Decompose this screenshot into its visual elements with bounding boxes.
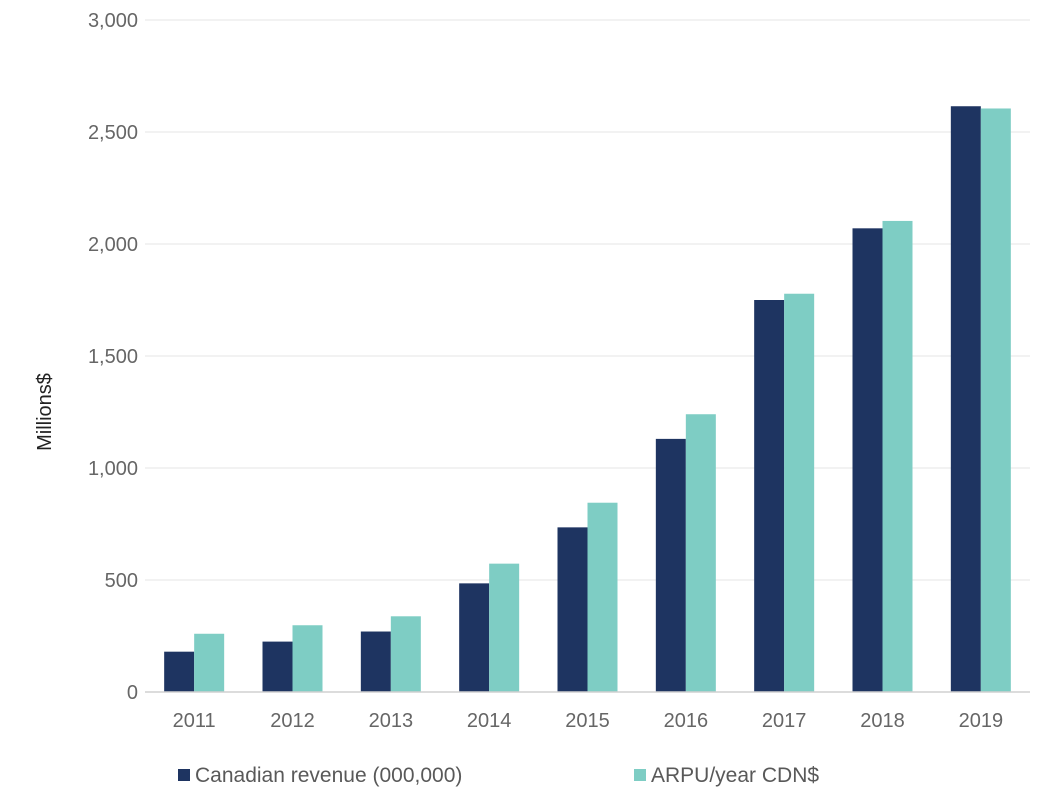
bar-canadian-revenue-2017 bbox=[754, 300, 785, 692]
legend-label: Canadian revenue (000,000) bbox=[195, 764, 462, 787]
bar-canadian-revenue-2011 bbox=[164, 651, 195, 692]
y-tick-label: 2,500 bbox=[88, 122, 138, 144]
y-tick-label: 2,000 bbox=[88, 234, 138, 256]
bar-canadian-revenue-2012 bbox=[262, 641, 293, 692]
y-tick-label: 0 bbox=[127, 682, 138, 704]
x-axis-ticks: 2011 2012 2013 2014 2015 2016 2017 2018 2019 bbox=[173, 710, 1003, 732]
x-tick-label: 2012 bbox=[270, 710, 315, 732]
x-tick-label: 2018 bbox=[860, 710, 905, 732]
legend-item-canadian-revenue: Canadian revenue (000,000) bbox=[178, 764, 462, 787]
bar-arpu-2019 bbox=[980, 108, 1011, 693]
x-tick-label: 2011 bbox=[173, 710, 216, 732]
bar-canadian-revenue-2013 bbox=[360, 631, 391, 692]
x-tick-label: 2015 bbox=[565, 710, 610, 732]
bar-arpu-2014 bbox=[489, 563, 520, 692]
legend: Canadian revenue (000,000) ARPU/year CDN$ bbox=[178, 764, 819, 787]
legend-swatch bbox=[178, 769, 190, 781]
y-axis-ticks: 0 500 1,000 1,500 2,000 2,500 3,000 bbox=[88, 10, 138, 704]
bar-arpu-2015 bbox=[587, 502, 618, 692]
bar-canadian-revenue-2016 bbox=[655, 438, 686, 692]
y-tick-label: 1,000 bbox=[88, 458, 138, 480]
x-tick-label: 2017 bbox=[762, 710, 807, 732]
bar-arpu-2013 bbox=[390, 616, 421, 692]
bar-arpu-2016 bbox=[685, 414, 716, 692]
bar-canadian-revenue-2019 bbox=[950, 106, 981, 693]
bar-canadian-revenue-2014 bbox=[459, 583, 490, 692]
legend-label: ARPU/year CDN$ bbox=[651, 764, 819, 787]
x-tick-label: 2019 bbox=[959, 710, 1004, 732]
y-tick-label: 500 bbox=[105, 570, 138, 592]
bar-canadian-revenue-2018 bbox=[852, 228, 883, 692]
x-tick-label: 2014 bbox=[467, 710, 512, 732]
x-tick-label: 2013 bbox=[369, 710, 414, 732]
legend-item-arpu: ARPU/year CDN$ bbox=[634, 764, 819, 787]
y-tick-label: 3,000 bbox=[88, 10, 138, 32]
bar-arpu-2018 bbox=[882, 220, 913, 693]
bar-arpu-2017 bbox=[784, 293, 815, 692]
legend-swatch bbox=[634, 769, 646, 781]
bars bbox=[164, 106, 1011, 693]
y-tick-label: 1,500 bbox=[88, 346, 138, 368]
bar-canadian-revenue-2015 bbox=[557, 527, 588, 692]
bar-arpu-2011 bbox=[194, 633, 225, 692]
bar-arpu-2012 bbox=[292, 625, 323, 692]
y-axis-label: Millions$ bbox=[34, 373, 56, 451]
x-tick-label: 2016 bbox=[664, 710, 709, 732]
